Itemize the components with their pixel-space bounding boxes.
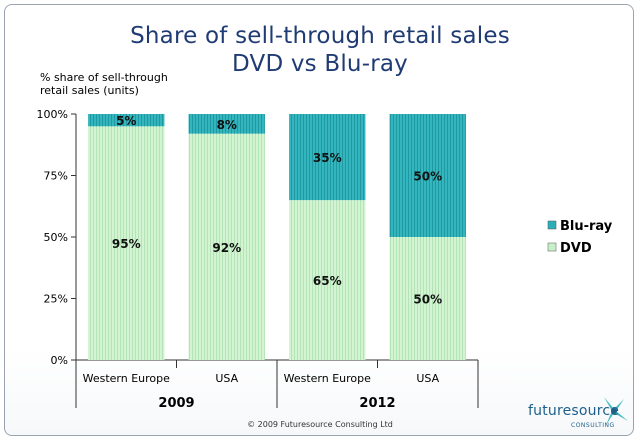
group-label: 2009: [158, 396, 194, 411]
y-axis-label: % share of sell-through retail sales (un…: [40, 71, 168, 97]
data-label: 65%: [313, 274, 342, 288]
x-tick-label: USA: [416, 372, 439, 385]
bar-segment-blu-ray: [289, 114, 366, 201]
bar-segment-dvd: [289, 200, 366, 360]
legend-swatch: [547, 242, 557, 252]
bar-segment-blu-ray: [88, 114, 165, 127]
futuresource-logo: futuresource CONSULTING: [528, 395, 632, 433]
data-label: 92%: [212, 241, 241, 255]
legend-label: Blu-ray: [560, 219, 613, 234]
x-tick-label: Western Europe: [284, 372, 372, 385]
legend-label: DVD: [560, 241, 592, 256]
y-tick-label: 75%: [44, 170, 68, 183]
logo-mark-icon: [604, 397, 628, 425]
chart-subtitle: DVD vs Blu-ray: [232, 51, 408, 77]
data-label: 95%: [112, 237, 141, 251]
x-tick-label: USA: [215, 372, 238, 385]
bar-segment-dvd: [88, 126, 165, 360]
chart-title: Share of sell-through retail sales: [130, 23, 510, 49]
copyright-text: © 2009 Futuresource Consulting Ltd: [247, 420, 393, 429]
y-tick-label: 25%: [44, 293, 68, 306]
data-label: 35%: [313, 151, 342, 165]
data-label: 50%: [413, 170, 442, 184]
data-label: 5%: [116, 114, 136, 128]
y-tick-label: 0%: [51, 354, 68, 367]
bar-segment-dvd: [188, 133, 265, 360]
bar-segment-dvd: [389, 237, 466, 360]
data-label: 8%: [217, 118, 237, 132]
logo-subtext: CONSULTING: [571, 422, 615, 429]
plot-area: 0% 25% 50% 75% 100% 95% 5% Western Europe 92% 8% U…: [37, 108, 613, 411]
y-tick-label: 100%: [37, 108, 68, 121]
bar-segment-blu-ray: [188, 114, 265, 134]
legend-swatch: [547, 220, 557, 230]
x-tick-label: Western Europe: [83, 372, 171, 385]
bar-segment-blu-ray: [389, 114, 466, 237]
group-label: 2012: [359, 396, 395, 411]
y-tick-label: 50%: [44, 231, 68, 244]
data-label: 50%: [413, 293, 442, 307]
logo-text: futuresource: [528, 403, 620, 419]
